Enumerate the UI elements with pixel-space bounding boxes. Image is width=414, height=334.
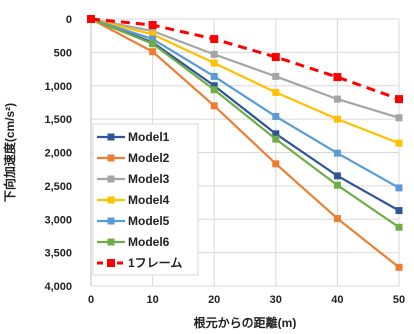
data-point bbox=[333, 172, 341, 180]
data-point bbox=[272, 88, 280, 96]
data-point bbox=[148, 21, 157, 30]
series-line bbox=[90, 18, 400, 269]
data-point bbox=[333, 215, 341, 223]
y-tick-label: 500 bbox=[54, 47, 72, 59]
data-point bbox=[395, 184, 403, 192]
data-point bbox=[210, 50, 218, 58]
data-point bbox=[210, 72, 218, 80]
x-tick-label: 0 bbox=[88, 294, 94, 306]
data-point bbox=[210, 86, 218, 94]
data-point bbox=[272, 72, 280, 80]
data-point bbox=[272, 112, 280, 120]
legend-marker bbox=[107, 154, 115, 162]
legend-label: Model4 bbox=[128, 193, 170, 207]
y-tick-label: 2,000 bbox=[44, 148, 72, 160]
legend-label: 1フレーム bbox=[128, 256, 182, 270]
data-point bbox=[333, 149, 341, 157]
x-tick-label: 50 bbox=[393, 294, 405, 306]
legend-item: 1フレーム bbox=[97, 256, 182, 270]
data-point bbox=[210, 82, 218, 90]
legend-marker bbox=[107, 175, 115, 183]
legend-marker bbox=[107, 217, 115, 225]
legend-label: Model6 bbox=[128, 235, 170, 249]
series-2 bbox=[87, 15, 403, 122]
data-point bbox=[272, 130, 280, 138]
series-line bbox=[90, 17, 400, 119]
data-point bbox=[210, 102, 218, 110]
data-point bbox=[395, 223, 403, 231]
legend-item: Model4 bbox=[97, 193, 170, 207]
data-point bbox=[272, 135, 280, 143]
x-tick-label: 10 bbox=[146, 294, 158, 306]
y-tick-label: 1,000 bbox=[44, 81, 72, 93]
legend-marker bbox=[107, 259, 115, 267]
data-point bbox=[333, 73, 342, 82]
x-tick-label: 40 bbox=[331, 294, 343, 306]
data-point bbox=[210, 59, 218, 67]
data-point bbox=[149, 48, 157, 56]
data-point bbox=[395, 95, 403, 104]
legend: Model1 Model2 Model3 Model4 Model5 Model6 1フレー… bbox=[92, 123, 199, 276]
legend-label: Model2 bbox=[128, 151, 170, 165]
legend-marker bbox=[107, 196, 115, 204]
y-tick-label: 1,500 bbox=[44, 114, 72, 126]
legend-item: Model1 bbox=[97, 130, 170, 144]
data-point bbox=[333, 115, 341, 123]
y-tick-label: 0 bbox=[66, 14, 72, 26]
data-point bbox=[395, 139, 403, 147]
legend-marker bbox=[107, 238, 115, 246]
series-6 bbox=[87, 15, 403, 104]
data-point bbox=[210, 35, 219, 44]
y-tick-label: 3,000 bbox=[44, 214, 72, 226]
series-line bbox=[90, 17, 400, 189]
series-layer bbox=[87, 15, 403, 271]
data-point bbox=[395, 207, 403, 215]
x-tick-label: 20 bbox=[208, 294, 220, 306]
legend-item: Model6 bbox=[97, 235, 170, 249]
legend-item: Model3 bbox=[97, 172, 170, 186]
data-point bbox=[149, 30, 157, 38]
data-point bbox=[87, 15, 95, 23]
data-point bbox=[333, 95, 341, 103]
data-point bbox=[272, 160, 280, 168]
legend-marker bbox=[107, 133, 115, 141]
y-tick-label: 4,000 bbox=[44, 281, 72, 293]
axis-layer: 0 10 20 30 40 5005001,0001,5002,0002,5003,000… bbox=[44, 14, 405, 306]
data-point bbox=[395, 114, 403, 122]
legend-item: Model5 bbox=[97, 214, 170, 228]
legend-label: Model5 bbox=[128, 214, 170, 228]
y-tick-label: 3,500 bbox=[44, 248, 72, 260]
x-tick-label: 30 bbox=[270, 294, 282, 306]
legend-label: Model3 bbox=[128, 172, 170, 186]
x-axis-title: 根元からの距離(m) bbox=[194, 315, 297, 329]
series-line bbox=[90, 17, 400, 229]
data-point bbox=[333, 181, 341, 189]
series-line bbox=[90, 17, 400, 145]
legend-label: Model1 bbox=[128, 130, 170, 144]
data-point bbox=[395, 263, 403, 271]
data-point bbox=[271, 53, 280, 62]
legend-item: Model2 bbox=[97, 151, 170, 165]
y-tick-label: 2,500 bbox=[44, 181, 72, 193]
data-point bbox=[149, 40, 157, 48]
series-line bbox=[90, 17, 400, 101]
y-axis-title: 下向加速度(cm/s²) bbox=[2, 103, 17, 202]
data-point bbox=[149, 35, 157, 43]
